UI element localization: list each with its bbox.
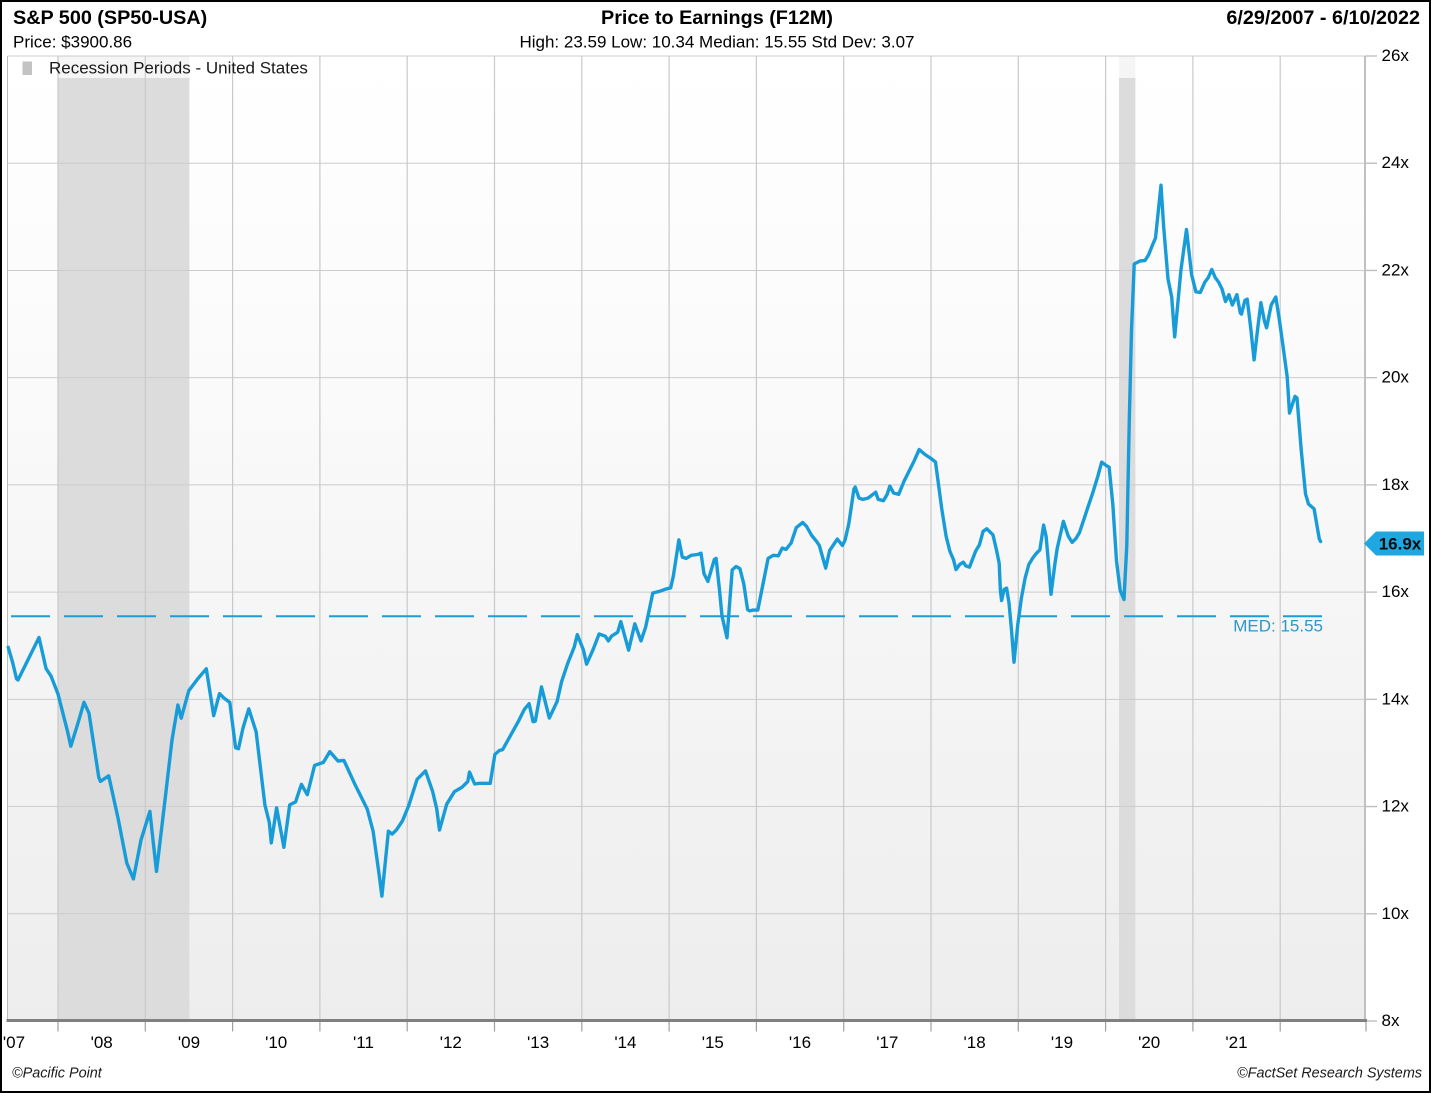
svg-text:'08: '08 bbox=[91, 1033, 113, 1052]
svg-text:Recession Periods - United Sta: Recession Periods - United States bbox=[49, 59, 308, 78]
svg-text:Price: $3900.86: Price: $3900.86 bbox=[13, 33, 132, 52]
svg-text:'20: '20 bbox=[1138, 1033, 1160, 1052]
svg-text:©Pacific Point: ©Pacific Point bbox=[12, 1066, 103, 1082]
svg-text:'11: '11 bbox=[353, 1033, 374, 1052]
svg-text:20x: 20x bbox=[1382, 368, 1410, 387]
svg-text:'19: '19 bbox=[1051, 1033, 1073, 1052]
svg-text:'15: '15 bbox=[702, 1033, 724, 1052]
svg-text:8x: 8x bbox=[1382, 1011, 1400, 1030]
svg-text:22x: 22x bbox=[1382, 260, 1410, 279]
svg-text:'12: '12 bbox=[440, 1033, 462, 1052]
svg-text:'10: '10 bbox=[265, 1033, 287, 1052]
svg-text:Price to Earnings (F12M): Price to Earnings (F12M) bbox=[601, 7, 833, 29]
svg-text:MED: 15.55: MED: 15.55 bbox=[1233, 617, 1323, 636]
svg-text:'21: '21 bbox=[1225, 1033, 1247, 1052]
svg-text:High: 23.59 Low: 10.34 Median:: High: 23.59 Low: 10.34 Median: 15.55 Std… bbox=[519, 33, 914, 52]
svg-text:24x: 24x bbox=[1382, 153, 1410, 172]
svg-text:16x: 16x bbox=[1382, 582, 1410, 601]
svg-text:'17: '17 bbox=[876, 1033, 898, 1052]
svg-text:6/29/2007 - 6/10/2022: 6/29/2007 - 6/10/2022 bbox=[1226, 7, 1420, 29]
svg-text:16.9x: 16.9x bbox=[1379, 535, 1422, 554]
svg-text:S&P 500 (SP50-USA): S&P 500 (SP50-USA) bbox=[13, 7, 207, 29]
svg-text:'07: '07 bbox=[3, 1033, 25, 1052]
svg-text:©FactSet Research Systems: ©FactSet Research Systems bbox=[1237, 1066, 1422, 1082]
svg-text:10x: 10x bbox=[1382, 904, 1410, 923]
svg-text:'09: '09 bbox=[178, 1033, 200, 1052]
svg-text:'13: '13 bbox=[527, 1033, 549, 1052]
svg-text:'18: '18 bbox=[964, 1033, 986, 1052]
svg-text:26x: 26x bbox=[1382, 46, 1410, 65]
svg-text:14x: 14x bbox=[1382, 689, 1410, 708]
svg-text:'16: '16 bbox=[789, 1033, 811, 1052]
svg-text:'14: '14 bbox=[614, 1033, 636, 1052]
svg-text:18x: 18x bbox=[1382, 475, 1410, 494]
svg-text:12x: 12x bbox=[1382, 797, 1410, 816]
